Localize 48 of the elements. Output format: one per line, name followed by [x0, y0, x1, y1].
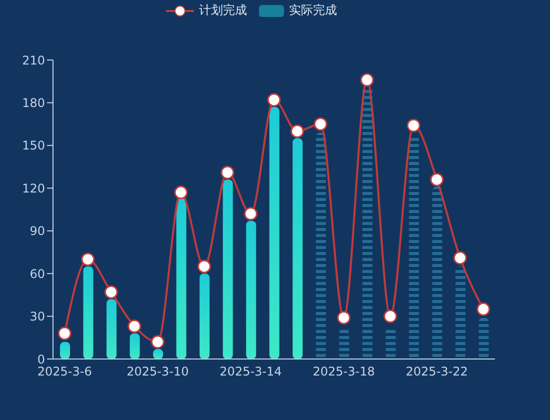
point: [290, 124, 304, 138]
point: [104, 285, 118, 299]
y-tick-label: 30: [30, 310, 45, 324]
point: [267, 93, 281, 107]
x-tick-label: 2025-3-18: [312, 364, 375, 379]
point: [174, 186, 188, 200]
bar: [130, 333, 140, 359]
y-tick-label: 0: [37, 352, 45, 366]
bar: [246, 220, 256, 359]
point: [81, 252, 95, 266]
y-tick-label: 120: [22, 181, 45, 196]
y-tick-label: 90: [30, 224, 45, 238]
bar: [200, 274, 210, 359]
y-tick-label: 210: [22, 53, 45, 68]
point: [453, 251, 467, 265]
x-tick-label: 2025-3-6: [37, 364, 92, 379]
x-tick-label: 2025-3-10: [126, 364, 189, 379]
x-tick-label: 2025-3-22: [406, 364, 468, 379]
y-tick-label: 150: [22, 138, 45, 153]
point: [476, 302, 490, 316]
point: [220, 166, 234, 180]
bar: [222, 180, 233, 359]
point: [384, 310, 398, 324]
bar: [269, 106, 280, 359]
y-tick-label: 180: [22, 96, 45, 110]
bar: [83, 266, 94, 359]
point: [406, 118, 420, 132]
bar: [176, 198, 186, 359]
point: [360, 73, 374, 87]
point: [58, 326, 72, 340]
bar: [292, 138, 303, 359]
bar: [478, 318, 489, 359]
bar: [106, 299, 117, 359]
point: [314, 117, 328, 131]
bar: [316, 132, 326, 359]
point: [150, 335, 164, 349]
x-tick-label: 2025-3-14: [220, 364, 282, 379]
bar: [432, 186, 442, 359]
legend-label: 计划完成: [199, 2, 247, 19]
point: [244, 207, 258, 221]
legend-label: 实际完成: [289, 2, 337, 19]
point: [430, 172, 444, 186]
bar: [339, 329, 350, 359]
point: [337, 310, 351, 324]
point: [197, 260, 211, 274]
bar: [455, 266, 466, 359]
y-tick-label: 60: [30, 266, 45, 281]
point: [128, 320, 142, 333]
